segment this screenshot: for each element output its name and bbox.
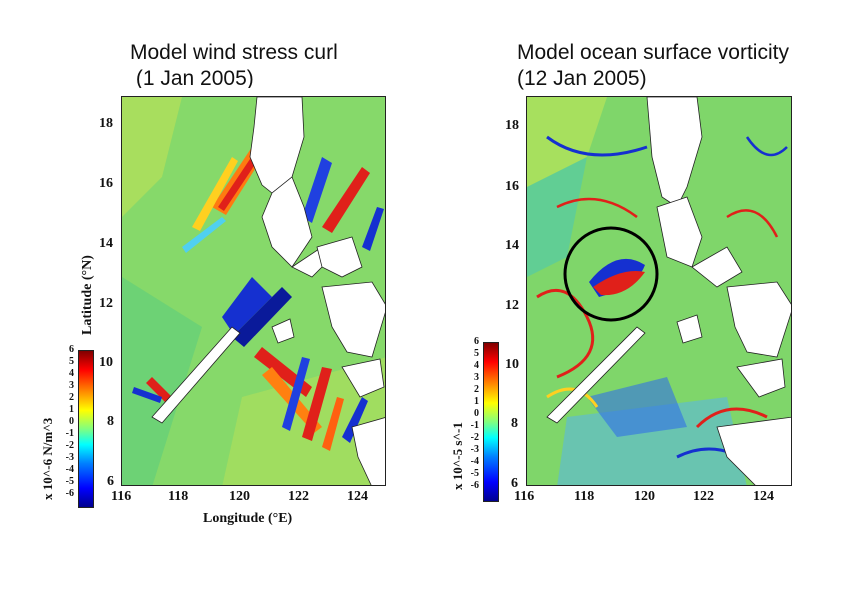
right-lat-tick: 8 xyxy=(511,416,518,431)
right-cbar-tick: 6 xyxy=(474,336,479,347)
right-cbar-tick: -4 xyxy=(470,456,479,467)
left-lon-tick: 116 xyxy=(111,489,132,504)
left-lat-tick: 14 xyxy=(99,236,113,251)
right-lon-tick: 122 xyxy=(693,489,714,504)
left-colorbar xyxy=(78,350,94,508)
right-colorbar-frame xyxy=(443,334,515,520)
right-lon-tick: 116 xyxy=(514,489,535,504)
eddy-highlight-circle xyxy=(563,226,659,322)
right-cbar-tick: 0 xyxy=(474,408,479,419)
left-lat-tick: 6 xyxy=(107,474,114,489)
left-panel-title: Model wind stress curl (1 Jan 2005) xyxy=(130,41,338,90)
left-lon-tick: 124 xyxy=(347,489,368,504)
right-lat-tick: 14 xyxy=(505,238,519,253)
left-cbar-tick: 4 xyxy=(69,368,74,379)
right-lat-tick: 10 xyxy=(505,357,519,372)
right-colorbar xyxy=(483,342,499,502)
left-cbar-tick: 5 xyxy=(69,356,74,367)
right-cbar-tick: -3 xyxy=(470,444,479,455)
right-lat-tick: 16 xyxy=(505,179,519,194)
ocean-surface-vorticity-map xyxy=(526,96,792,486)
left-cbar-tick: -6 xyxy=(65,488,74,499)
right-cbar-tick: -2 xyxy=(470,432,479,443)
left-cbar-tick: -4 xyxy=(65,464,74,475)
left-cbar-tick: -2 xyxy=(65,440,74,451)
left-cbar-tick: 6 xyxy=(69,344,74,355)
right-cbar-tick: -6 xyxy=(470,480,479,491)
right-cbar-tick: 4 xyxy=(474,360,479,371)
left-lat-tick: 8 xyxy=(107,414,114,429)
wind-stress-curl-map xyxy=(121,96,386,486)
left-xlabel: Longitude (°E) xyxy=(203,511,293,526)
left-lon-tick: 118 xyxy=(168,489,189,504)
right-cbar-tick: 1 xyxy=(474,396,479,407)
left-lon-tick: 120 xyxy=(229,489,250,504)
left-cbar-tick: 1 xyxy=(69,404,74,415)
left-cbar-tick: -1 xyxy=(65,428,74,439)
right-lat-tick: 6 xyxy=(511,476,518,491)
right-cbar-tick: 2 xyxy=(474,384,479,395)
left-lat-tick: 10 xyxy=(99,355,113,370)
left-lon-tick: 122 xyxy=(288,489,309,504)
right-colorbar-label: x 10^-5 s^-1 xyxy=(450,422,465,490)
left-cbar-tick: 3 xyxy=(69,380,74,391)
left-colorbar-label: x 10^-6 N/m^3 xyxy=(40,417,55,500)
left-lat-tick: 18 xyxy=(99,116,113,131)
left-lat-tick: 16 xyxy=(99,176,113,191)
right-lon-tick: 118 xyxy=(574,489,595,504)
left-ylabel: Latitude (°N) xyxy=(80,255,95,335)
left-cbar-tick: 0 xyxy=(69,416,74,427)
left-cbar-tick: 2 xyxy=(69,392,74,403)
right-cbar-tick: 3 xyxy=(474,372,479,383)
right-cbar-tick: -1 xyxy=(470,420,479,431)
right-panel-title: Model ocean surface vorticity (12 Jan 20… xyxy=(517,41,789,90)
right-cbar-tick: 5 xyxy=(474,348,479,359)
left-cbar-tick: -5 xyxy=(65,476,74,487)
left-lat-tick: 12 xyxy=(99,296,113,311)
right-lat-tick: 12 xyxy=(505,298,519,313)
left-cbar-tick: -3 xyxy=(65,452,74,463)
right-lon-tick: 124 xyxy=(753,489,774,504)
right-lat-tick: 18 xyxy=(505,118,519,133)
right-lon-tick: 120 xyxy=(634,489,655,504)
right-cbar-tick: -5 xyxy=(470,468,479,479)
